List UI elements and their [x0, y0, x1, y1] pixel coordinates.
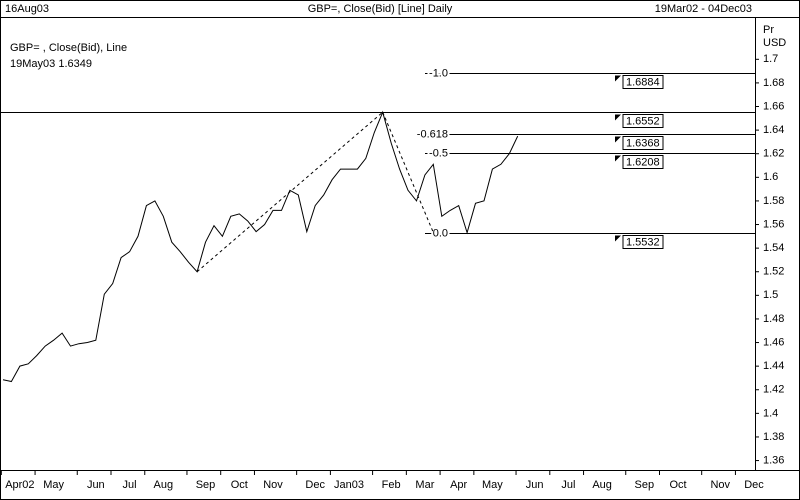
level-box [622, 114, 664, 128]
level-box [622, 75, 664, 89]
legend-last: 19May03 1.6349 [10, 58, 92, 70]
x-tick-label: Nov [710, 479, 730, 491]
legend-title: GBP= , Close(Bid), Line [10, 42, 127, 54]
y-tick-label: 1.42 [763, 384, 784, 396]
level-value: 1.6368 [626, 137, 660, 149]
level-flag [615, 155, 621, 162]
y-tick-label: 1.44 [763, 360, 784, 372]
level-flag [615, 75, 621, 82]
date-range: 19Mar02 - 04Dec03 [655, 3, 752, 15]
level-ratio: -1.0 [429, 67, 448, 79]
y-tick-label: 1.54 [763, 242, 784, 254]
y-tick-label: 1.56 [763, 218, 784, 230]
y-tick-label: 1.66 [763, 100, 784, 112]
y-tick-label: 1.36 [763, 454, 784, 466]
swing-line [196, 111, 384, 273]
x-tick-label: Apr [450, 479, 467, 491]
level-value: 1.6552 [626, 115, 660, 127]
level-value: 1.6884 [626, 76, 660, 88]
y-axis-unit: USD [763, 37, 786, 49]
x-tick-label: Oct [669, 479, 686, 491]
x-tick-label: Sep [635, 479, 655, 491]
x-tick-label: May [482, 479, 503, 491]
x-tick-label: May [43, 479, 64, 491]
y-axis-label: Pr [763, 24, 774, 36]
x-tick-label: Jul [561, 479, 575, 491]
level-box [622, 155, 664, 169]
level-box [622, 235, 664, 249]
chart-title: GBP=, Close(Bid) [Line] Daily [308, 3, 453, 15]
x-tick-label: Jun [526, 479, 544, 491]
y-tick-label: 1.46 [763, 336, 784, 348]
y-tick-label: 1.58 [763, 195, 784, 207]
y-tick-label: 1.38 [763, 431, 784, 443]
x-tick-label: Mar [415, 479, 434, 491]
level-flag [615, 114, 621, 121]
x-tick-label: Nov [263, 479, 283, 491]
left-date: 16Aug03 [5, 3, 49, 15]
x-tick-label: Oct [231, 479, 248, 491]
y-tick-label: 1.68 [763, 77, 784, 89]
x-tick-label: Feb [382, 479, 401, 491]
level-ratio: -0.5 [429, 147, 448, 159]
y-tick-label: 1.64 [763, 124, 784, 136]
level-ratio: -0.618 [417, 128, 448, 140]
x-tick-label: Apr02 [5, 479, 34, 491]
x-tick-label: Dec [744, 479, 764, 491]
legend-date: 19May03 [10, 58, 55, 70]
x-tick-label: Sep [196, 479, 216, 491]
y-tick-label: 1.48 [763, 313, 784, 325]
level-flag [615, 235, 621, 242]
x-tick-label: Aug [592, 479, 612, 491]
legend-value: 1.6349 [58, 58, 92, 70]
x-tick-label: Jun [87, 479, 105, 491]
y-tick-label: 1.4 [763, 407, 778, 419]
x-tick-label: Aug [154, 479, 174, 491]
level-ratio: 0.0 [433, 227, 448, 239]
y-tick-label: 1.52 [763, 266, 784, 278]
y-tick-label: 1.5 [763, 289, 778, 301]
price-line [2, 110, 519, 383]
y-tick-label: 1.7 [763, 53, 778, 65]
level-value: 1.6208 [626, 156, 660, 168]
y-tick-label: 1.6 [763, 171, 778, 183]
x-tick-label: Dec [305, 479, 325, 491]
swing-line [382, 111, 434, 233]
y-tick-label: 1.62 [763, 148, 784, 160]
level-flag [615, 136, 621, 143]
level-value: 1.5532 [626, 236, 660, 248]
level-box [622, 136, 664, 150]
x-tick-label: Jul [123, 479, 137, 491]
x-tick-label: Jan03 [334, 479, 364, 491]
